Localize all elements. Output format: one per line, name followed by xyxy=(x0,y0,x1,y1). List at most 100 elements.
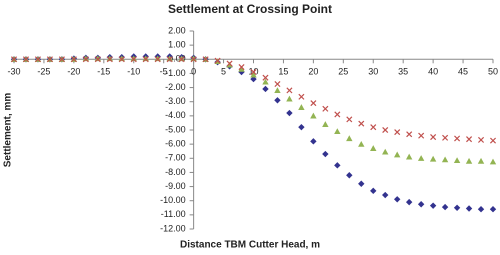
marker-shape xyxy=(34,56,41,63)
chart-title: Settlement at Crossing Point xyxy=(168,2,332,16)
y-tick-label: -4.00 xyxy=(165,110,186,120)
point xyxy=(405,153,413,160)
point xyxy=(130,56,137,63)
point xyxy=(262,78,269,85)
x-tick-label: 45 xyxy=(458,67,468,77)
marker-shape xyxy=(370,145,377,151)
point xyxy=(34,56,41,63)
x-tick-label: 20 xyxy=(308,67,318,77)
point xyxy=(250,75,257,83)
point xyxy=(298,123,305,131)
marker-shape xyxy=(382,148,389,155)
marker-shape xyxy=(286,95,293,102)
y-tick-label: -2.00 xyxy=(165,82,186,92)
marker-shape xyxy=(238,64,245,71)
marker-shape xyxy=(405,153,413,160)
y-tick-label: -12.00 xyxy=(160,223,186,233)
point xyxy=(214,57,221,64)
marker-shape xyxy=(190,56,197,63)
point xyxy=(166,56,173,63)
point xyxy=(466,136,473,143)
y-tick-label: -5.00 xyxy=(165,124,186,134)
x-tick-label: 35 xyxy=(398,67,408,77)
marker-shape xyxy=(298,123,305,131)
point xyxy=(358,180,365,187)
marker-shape xyxy=(406,131,413,138)
point xyxy=(58,56,65,63)
marker-shape xyxy=(22,56,29,63)
marker-shape xyxy=(298,104,305,110)
point xyxy=(94,56,101,63)
point xyxy=(453,157,461,164)
marker-shape xyxy=(322,150,329,158)
marker-shape xyxy=(166,55,173,62)
point xyxy=(250,68,257,76)
marker-shape xyxy=(465,205,473,212)
marker-shape xyxy=(118,56,125,63)
marker-shape xyxy=(250,68,257,76)
point xyxy=(142,55,149,62)
marker-shape xyxy=(358,180,365,187)
marker-shape xyxy=(310,112,317,119)
marker-shape xyxy=(178,56,185,63)
x-tick-label: -10 xyxy=(127,67,140,77)
marker-shape xyxy=(82,56,89,63)
x-tick-label: -25 xyxy=(37,67,50,77)
point xyxy=(358,120,365,127)
point xyxy=(142,56,149,63)
point xyxy=(106,56,113,63)
marker-shape xyxy=(322,105,329,112)
point xyxy=(82,56,89,63)
marker-shape xyxy=(382,126,389,134)
point xyxy=(70,56,77,63)
marker-shape xyxy=(394,129,401,136)
x-tick-label: 40 xyxy=(428,67,438,77)
point xyxy=(394,196,401,203)
marker-shape xyxy=(346,135,353,142)
y-tick-label: -3.00 xyxy=(165,96,186,106)
marker-shape xyxy=(417,155,425,161)
point xyxy=(394,151,401,158)
point xyxy=(489,206,497,213)
point xyxy=(286,87,293,94)
point xyxy=(382,148,389,155)
x-tick-label: -20 xyxy=(67,67,80,77)
marker-shape xyxy=(10,56,18,63)
marker-shape xyxy=(154,55,161,62)
point xyxy=(370,187,377,195)
point xyxy=(417,201,425,208)
marker-shape xyxy=(346,172,353,179)
point xyxy=(154,55,161,62)
marker-shape xyxy=(334,162,341,169)
marker-shape xyxy=(370,187,377,195)
marker-shape xyxy=(334,111,341,118)
marker-shape xyxy=(477,206,485,213)
marker-shape xyxy=(130,56,137,63)
marker-shape xyxy=(286,109,293,117)
point xyxy=(154,56,161,63)
point xyxy=(178,56,185,63)
point xyxy=(166,55,173,62)
point xyxy=(489,137,497,144)
point xyxy=(94,55,102,62)
x-tick-label: -30 xyxy=(7,67,20,77)
point xyxy=(286,109,293,117)
point xyxy=(406,131,413,138)
point xyxy=(417,155,425,161)
marker-shape xyxy=(238,65,245,72)
x-tick-label: 25 xyxy=(338,67,348,77)
marker-shape xyxy=(106,56,113,63)
marker-shape xyxy=(298,93,305,100)
marker-shape xyxy=(274,97,281,104)
point xyxy=(465,205,473,212)
point xyxy=(370,124,377,131)
point xyxy=(394,129,401,136)
marker-shape xyxy=(370,124,377,131)
marker-shape xyxy=(94,56,101,63)
marker-shape xyxy=(310,100,317,107)
marker-shape xyxy=(429,202,437,209)
marker-shape xyxy=(250,71,257,78)
marker-shape xyxy=(429,155,437,162)
point xyxy=(190,56,197,63)
marker-shape xyxy=(441,156,449,163)
